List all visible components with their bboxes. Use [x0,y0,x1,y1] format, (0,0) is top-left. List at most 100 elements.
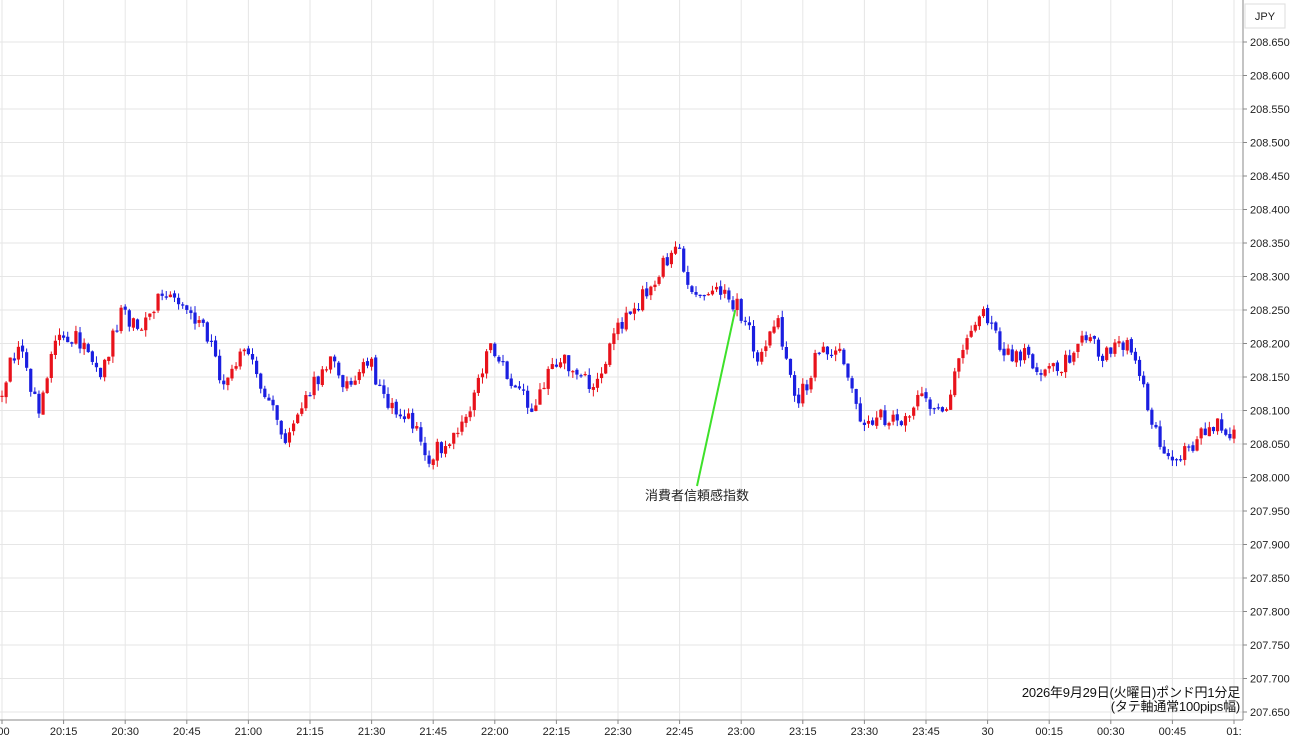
candle-body [472,392,476,411]
candle-body [1051,363,1055,367]
candle-down [1166,449,1170,460]
candle-up [1022,343,1027,364]
candle-down [805,379,809,395]
candle-body [185,305,189,310]
candle-body [345,381,349,389]
candle-body [103,359,107,378]
candle-body [1162,446,1166,454]
candle-body [571,371,575,373]
candle-body [452,432,456,444]
candle-up [456,427,460,438]
candle-up [119,304,123,334]
x-tick-label: 20:15 [50,726,78,738]
candle-body [1228,434,1232,439]
candle-up [969,325,973,338]
candle-up [604,361,608,375]
candle-body [497,356,501,362]
candle-body [579,375,583,377]
x-tick-label: 21:45 [419,726,447,738]
candle-down [1055,360,1060,376]
candle-body [361,362,365,374]
candle-body [1010,349,1014,362]
candle-up [571,369,575,378]
candle-body [702,294,706,297]
candle-body [226,377,230,386]
candle-body [1105,347,1109,361]
candle-down [936,403,940,410]
candle-body [1047,366,1051,369]
candle-up [238,348,242,370]
candle-up [287,427,292,448]
candle-body [41,392,45,415]
candle-body [620,321,624,329]
candle-body [1072,352,1076,362]
candle-down [259,372,263,394]
candle-up [107,356,111,365]
candle-up [1183,442,1187,466]
candle-down [1158,420,1162,450]
candle-up [953,367,957,398]
candle-down [374,354,378,386]
candle-up [226,377,230,391]
x-tick-label: 20:45 [173,726,201,738]
candle-up [961,344,965,364]
candle-down [1092,335,1096,344]
candle-body [1215,418,1220,432]
candle-body [825,346,830,355]
y-tick-label: 208.450 [1250,171,1290,183]
candle-down [817,351,821,356]
candle-down [1154,422,1158,429]
candle-down [25,348,29,372]
candle-up [632,302,637,321]
annotation-pointer-line [696,309,737,487]
candle-down [164,291,168,300]
x-tick-label: 23:00 [727,726,755,738]
candle-up [49,351,53,383]
candle-up [168,291,172,298]
candle-down [135,318,140,331]
candle-body [731,300,735,310]
y-tick-label: 208.500 [1250,138,1290,150]
candle-up [879,408,883,420]
candle-up [1195,436,1199,452]
candle-up [973,321,977,333]
candle-body [468,411,472,418]
candle-down [78,326,82,354]
candle-down [267,393,271,401]
candle-down [349,377,353,387]
candle-body [480,373,485,378]
candle-body [1174,459,1179,461]
candle-body [780,317,784,347]
candle-up [657,275,661,286]
candle-up [772,320,776,335]
candle-down [213,335,218,358]
candle-body [90,351,94,362]
candle-body [871,420,875,425]
candle-body [821,346,825,353]
caption-title: 2026年9月29日(火曜日)ポンド円1分足 [1021,685,1240,700]
annotation: 消費者信頼感指数 [645,309,749,503]
candle-body [86,344,90,353]
candle-down [70,341,74,347]
candle-up [916,390,920,411]
candle-down [333,354,337,368]
candle-body [156,293,160,311]
candle-up [324,366,329,373]
candle-body [526,390,530,408]
candle-down [899,420,903,427]
candle-up [813,349,817,382]
candle-body [66,336,70,343]
candle-body [493,343,497,357]
candle-up [460,415,464,436]
candle-down [411,408,415,434]
candle-body [1059,371,1064,374]
candle-down [250,348,255,365]
candle-up [1199,427,1203,445]
candle-body [181,304,185,306]
candle-down [986,304,990,326]
x-tick-label: 22:45 [666,726,694,738]
candle-body [669,252,673,265]
x-tick-label: 23:30 [851,726,879,738]
candle-body [328,356,333,370]
